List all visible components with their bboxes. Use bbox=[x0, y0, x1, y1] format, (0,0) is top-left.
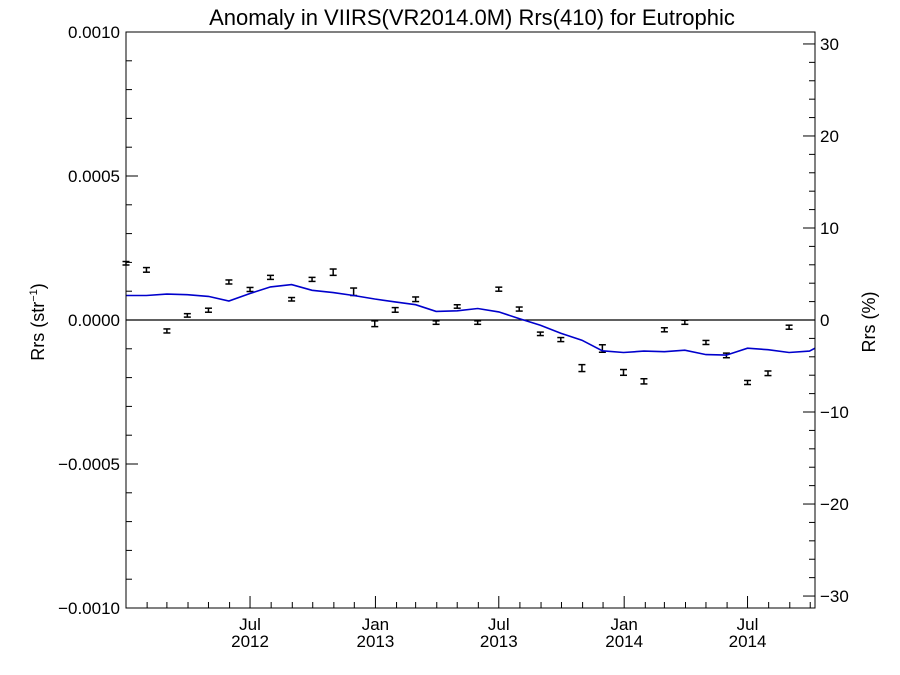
data-point bbox=[474, 320, 482, 326]
data-point bbox=[371, 320, 379, 328]
left-y-axis: 0.0010 0.0005 0.0000 −0.0005 −0.0010 bbox=[58, 23, 138, 618]
right-tick-label: 20 bbox=[820, 127, 839, 146]
model-trend-line bbox=[126, 283, 816, 356]
x-tick-year: 2013 bbox=[480, 632, 518, 651]
x-tick-month: Jul bbox=[737, 615, 759, 634]
right-tick-label: −30 bbox=[820, 587, 849, 606]
x-tick-year: 2014 bbox=[729, 632, 767, 651]
data-point bbox=[536, 331, 544, 337]
x-tick-year: 2014 bbox=[605, 632, 643, 651]
right-tick-label: 10 bbox=[820, 219, 839, 238]
data-point bbox=[391, 306, 399, 313]
data-point bbox=[702, 339, 710, 346]
data-point bbox=[681, 319, 689, 326]
x-tick-year: 2013 bbox=[357, 632, 395, 651]
x-tick-month: Jan bbox=[362, 615, 389, 634]
right-tick-label: 0 bbox=[820, 311, 829, 330]
right-tick-label: −10 bbox=[820, 403, 849, 422]
data-point bbox=[744, 379, 752, 386]
data-point bbox=[225, 279, 233, 285]
x-tick-month: Jan bbox=[610, 615, 637, 634]
data-point bbox=[308, 276, 316, 283]
data-point bbox=[785, 324, 793, 330]
x-tick-year: 2012 bbox=[231, 632, 269, 651]
y-axis-title-superscript: −1 bbox=[28, 289, 40, 302]
left-tick-label: −0.0010 bbox=[58, 599, 120, 618]
data-point bbox=[329, 268, 337, 277]
data-point bbox=[246, 286, 254, 293]
data-point bbox=[204, 307, 212, 313]
right-y-axis: 30 20 10 0 −10 −20 −30 bbox=[803, 35, 849, 606]
data-point bbox=[619, 368, 627, 377]
data-point bbox=[432, 320, 440, 326]
data-point bbox=[183, 312, 191, 318]
data-point bbox=[495, 286, 503, 292]
left-tick-label: 0.0005 bbox=[68, 167, 120, 186]
right-tick-label: −20 bbox=[820, 495, 849, 514]
right-tick-label: 30 bbox=[820, 35, 839, 54]
left-tick-label: 0.0000 bbox=[68, 311, 120, 330]
data-point bbox=[453, 303, 461, 309]
chart-title: Anomaly in VIIRS(VR2014.0M) Rrs(410) for… bbox=[209, 5, 735, 30]
y-axis-title-close: ) bbox=[28, 283, 48, 289]
data-point bbox=[515, 306, 523, 312]
data-point bbox=[142, 266, 150, 273]
data-point bbox=[764, 370, 772, 377]
data-point bbox=[578, 363, 586, 373]
x-tick-month: Jul bbox=[488, 615, 510, 634]
data-series bbox=[122, 260, 816, 386]
left-tick-label: −0.0005 bbox=[58, 455, 120, 474]
data-point bbox=[640, 378, 648, 385]
y-axis-title-left: Rrs (str−1) bbox=[28, 283, 48, 361]
data-point bbox=[412, 296, 420, 303]
data-point bbox=[163, 328, 171, 334]
y-axis-title-base: Rrs (str bbox=[28, 302, 48, 361]
data-point bbox=[266, 274, 274, 281]
data-point bbox=[557, 336, 565, 343]
data-point bbox=[288, 296, 296, 302]
left-tick-label: 0.0010 bbox=[68, 23, 120, 42]
data-point bbox=[660, 327, 668, 333]
x-tick-month: Jul bbox=[239, 615, 261, 634]
y-axis-title-right: Rrs (%) bbox=[859, 292, 879, 353]
